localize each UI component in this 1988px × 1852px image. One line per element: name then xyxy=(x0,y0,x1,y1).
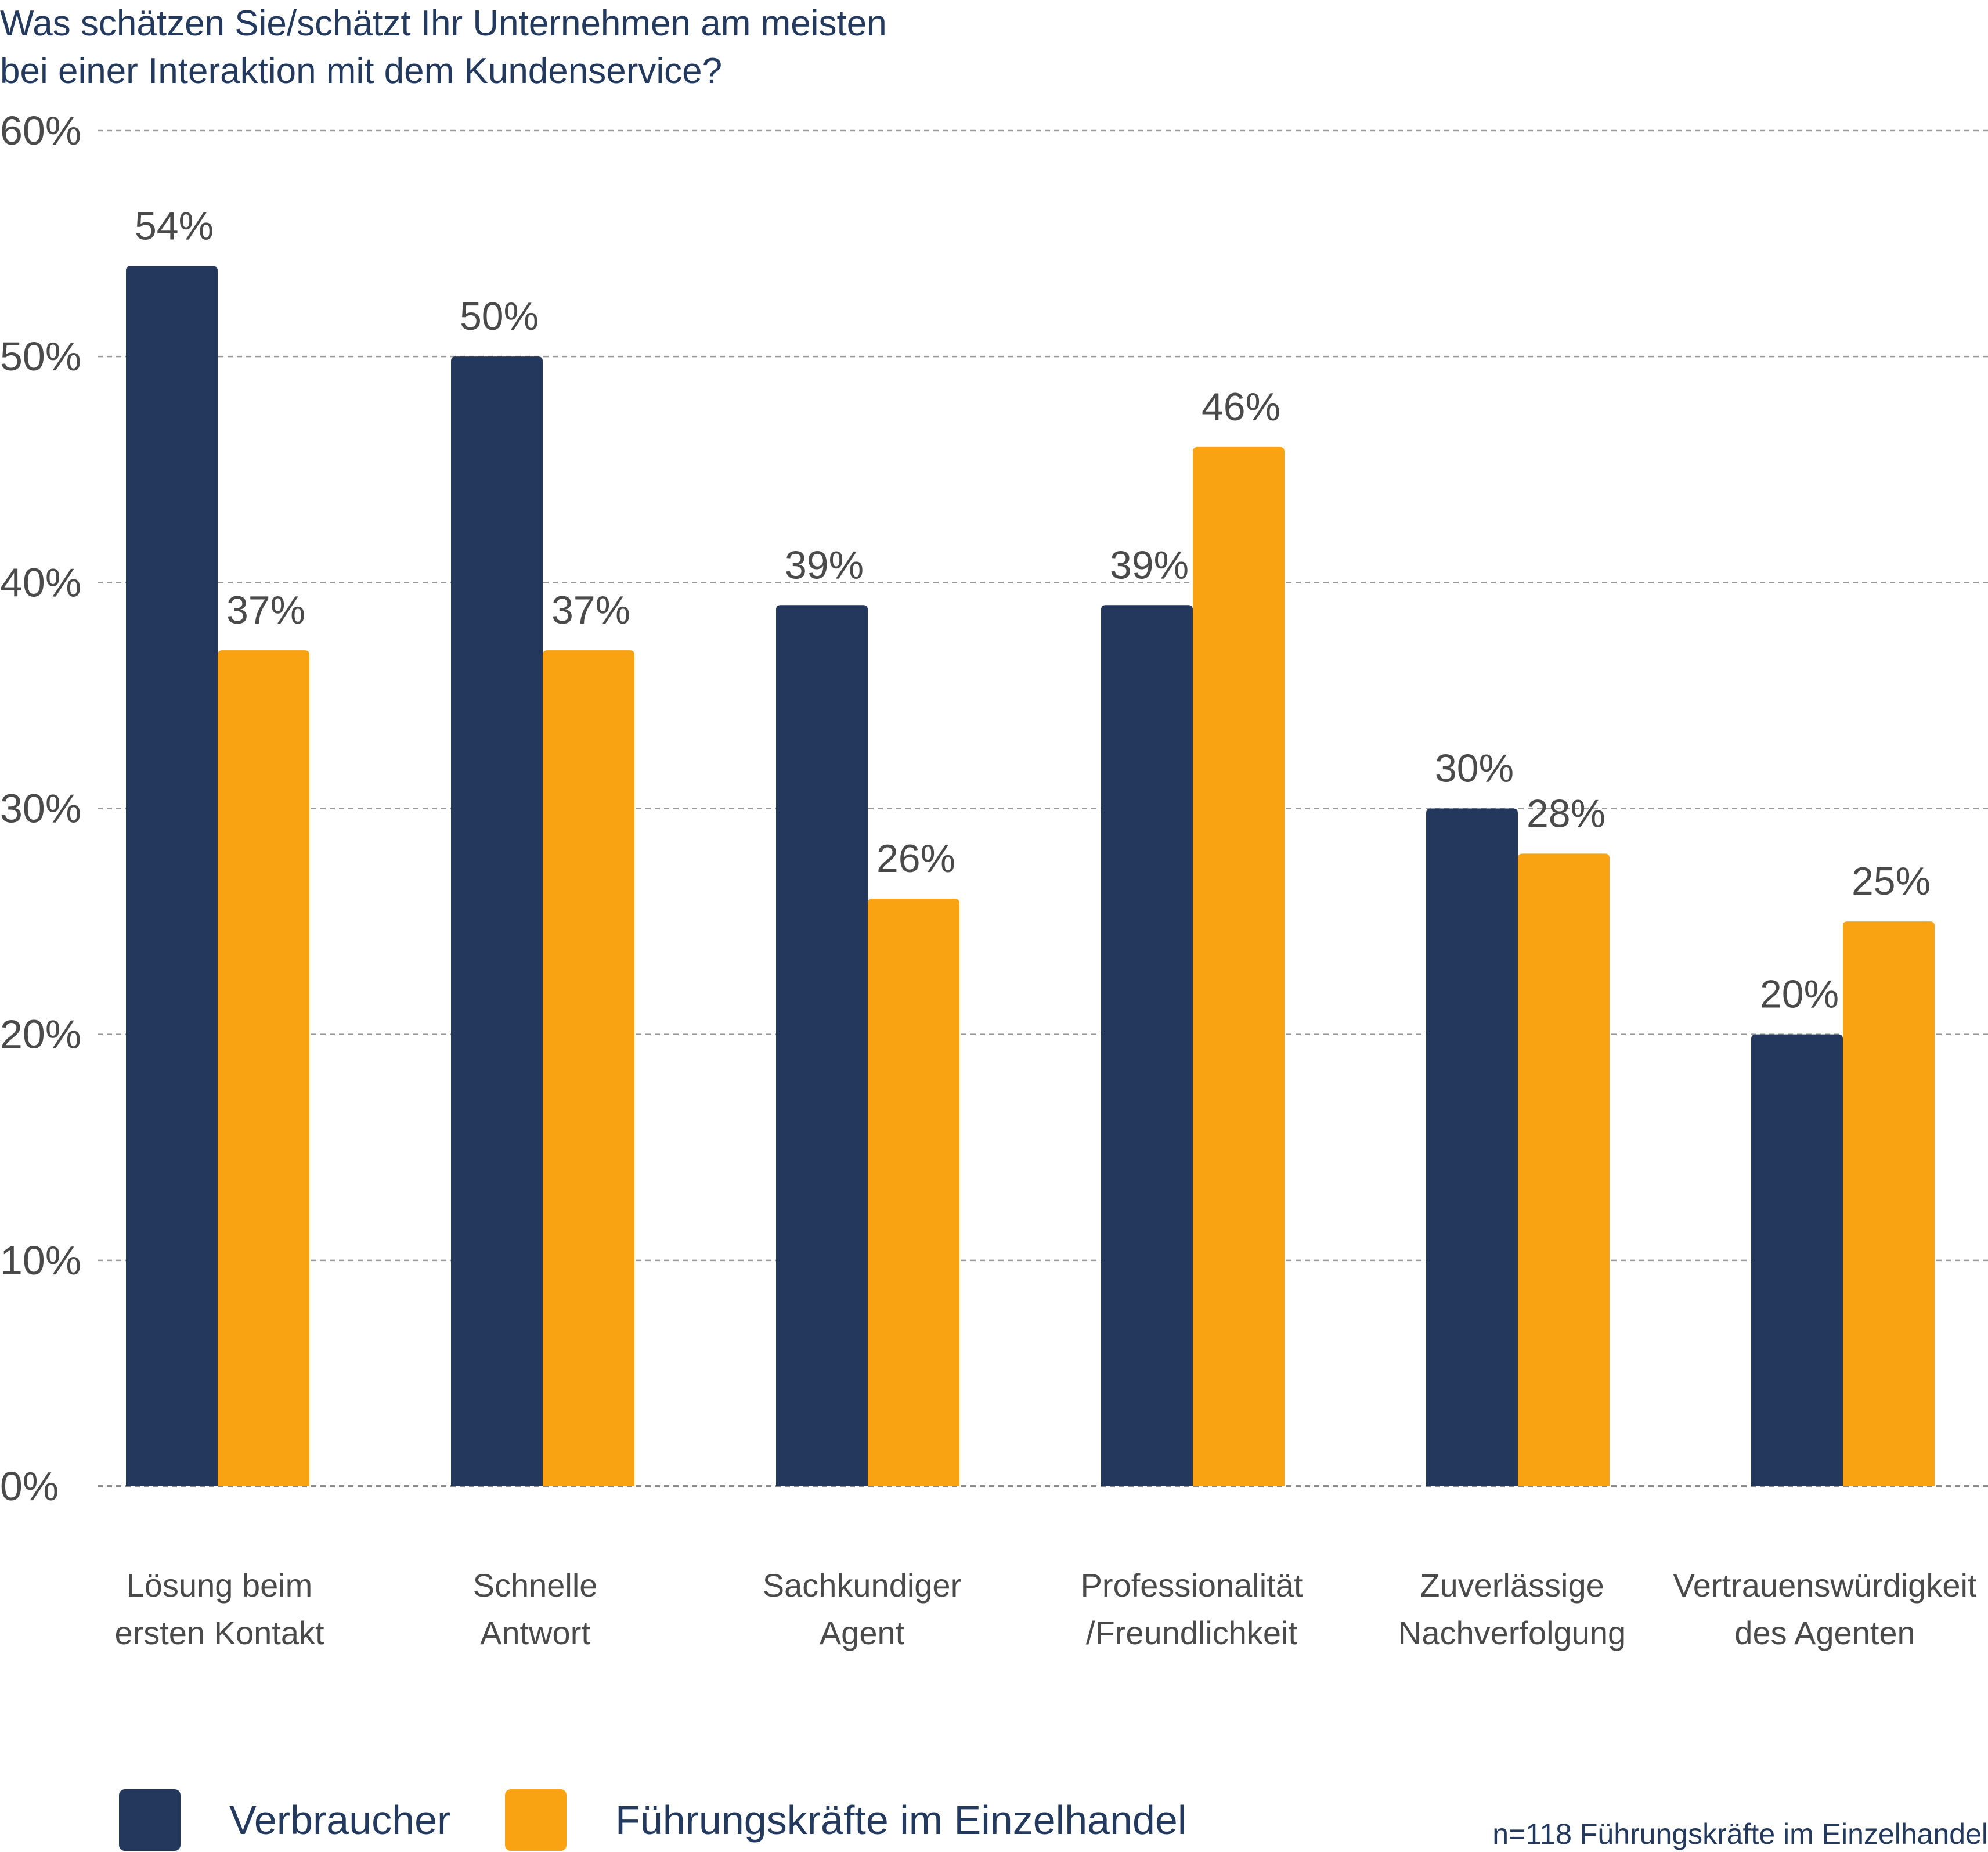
bar-verbraucher-2 xyxy=(776,605,868,1486)
data-label: 39% xyxy=(785,543,864,587)
x-axis-category-labels: Lösung beim ersten Kontakt Schnelle Antwort… xyxy=(114,1567,1976,1651)
bar-fuehrungskraefte-3 xyxy=(1193,446,1285,1487)
legend-label-fuehrungskraefte: Führungskräfte im Einzelhandel xyxy=(615,1797,1187,1843)
x-category-label: Lösung beim ersten Kontakt xyxy=(114,1567,324,1651)
y-tick-label: 0% xyxy=(0,1464,59,1509)
x-category-label: Zuverlässige Nachverfolgung xyxy=(1398,1567,1626,1651)
data-label: 28% xyxy=(1527,791,1605,835)
x-category-label-line: Agent xyxy=(820,1615,905,1651)
y-tick-label: 50% xyxy=(0,334,81,379)
bar-fuehrungskraefte-5 xyxy=(1843,921,1935,1486)
chart-title: Was schätzen Sie/schätzt Ihr Unternehmen… xyxy=(0,0,1393,95)
y-axis-tick-labels: 0% 10% 20% 30% 40% 50% 60% xyxy=(0,108,81,1509)
x-category-label: Schnelle Antwort xyxy=(473,1567,598,1651)
x-category-label-line: Professionalität xyxy=(1081,1567,1303,1604)
x-category-label-line: Vertrauenswürdigkeit xyxy=(1673,1567,1977,1604)
data-label: 20% xyxy=(1760,972,1839,1017)
bars xyxy=(126,266,1935,1487)
x-category-label-line: Nachverfolgung xyxy=(1398,1615,1626,1651)
legend-swatch-verbraucher xyxy=(119,1789,181,1851)
legend: Verbraucher Führungskräfte im Einzelhand… xyxy=(0,1788,1988,1852)
bar-verbraucher-4 xyxy=(1426,808,1518,1486)
bar-fuehrungskraefte-0 xyxy=(218,650,309,1486)
bar-verbraucher-5 xyxy=(1751,1034,1843,1486)
bar-verbraucher-0 xyxy=(126,266,218,1486)
y-tick-label: 10% xyxy=(0,1238,81,1283)
data-label: 30% xyxy=(1435,747,1514,791)
bar-verbraucher-3 xyxy=(1101,605,1193,1486)
x-category-label: Vertrauenswürdigkeit des Agenten xyxy=(1673,1567,1977,1651)
x-category-label: Sachkundiger Agent xyxy=(763,1567,961,1651)
bar-fuehrungskraefte-2 xyxy=(868,899,959,1486)
data-label: 50% xyxy=(460,294,539,338)
x-category-label-line: Sachkundiger xyxy=(763,1567,961,1604)
x-category-label-line: Antwort xyxy=(480,1615,590,1651)
bar-chart: 0% 10% 20% 30% 40% 50% 60% 54% 50% 39% 39% 30% 20% 3… xyxy=(0,108,1988,1651)
chart-title-line-2: bei einer Interaktion mit dem Kundenserv… xyxy=(0,51,723,91)
y-tick-label: 60% xyxy=(0,108,81,153)
x-category-label-line: Lösung beim xyxy=(127,1567,313,1604)
data-label: 39% xyxy=(1110,543,1189,587)
data-label: 25% xyxy=(1852,859,1931,903)
y-tick-label: 30% xyxy=(0,786,81,831)
x-category-label-line: Schnelle xyxy=(473,1567,598,1604)
data-label: 46% xyxy=(1202,385,1280,429)
data-label: 37% xyxy=(551,588,630,632)
legend-item-fuehrungskraefte: Führungskräfte im Einzelhandel xyxy=(505,1788,1186,1852)
x-category-label-line: /Freundlichkeit xyxy=(1086,1615,1298,1651)
x-category-label: Professionalität/Freundlichkeit xyxy=(1081,1567,1303,1651)
data-label: 54% xyxy=(135,204,214,248)
data-label: 37% xyxy=(226,588,305,632)
x-category-label-line: des Agenten xyxy=(1734,1615,1915,1651)
bar-fuehrungskraefte-4 xyxy=(1518,853,1610,1486)
bar-verbraucher-1 xyxy=(451,356,543,1486)
y-tick-label: 40% xyxy=(0,560,81,605)
data-labels: 54% 50% 39% 39% 30% 20% 37% 37% 26% 46% 28% 25% xyxy=(135,204,1931,1017)
chart-title-line-1: Was schätzen Sie/schätzt Ihr Unternehmen… xyxy=(0,3,887,44)
y-tick-label: 20% xyxy=(0,1012,81,1057)
data-label: 26% xyxy=(876,837,955,881)
legend-item-verbraucher: Verbraucher xyxy=(119,1788,450,1852)
x-category-label-line: ersten Kontakt xyxy=(114,1615,324,1651)
gridlines xyxy=(98,129,1988,1487)
bar-fuehrungskraefte-1 xyxy=(543,650,634,1486)
legend-swatch-fuehrungskraefte xyxy=(505,1789,567,1851)
x-category-label-line: Zuverlässige xyxy=(1420,1567,1604,1604)
sample-size-note: n=118 Führungskräfte im Einzelhandel xyxy=(1492,1818,1988,1850)
legend-label-verbraucher: Verbraucher xyxy=(229,1797,451,1843)
